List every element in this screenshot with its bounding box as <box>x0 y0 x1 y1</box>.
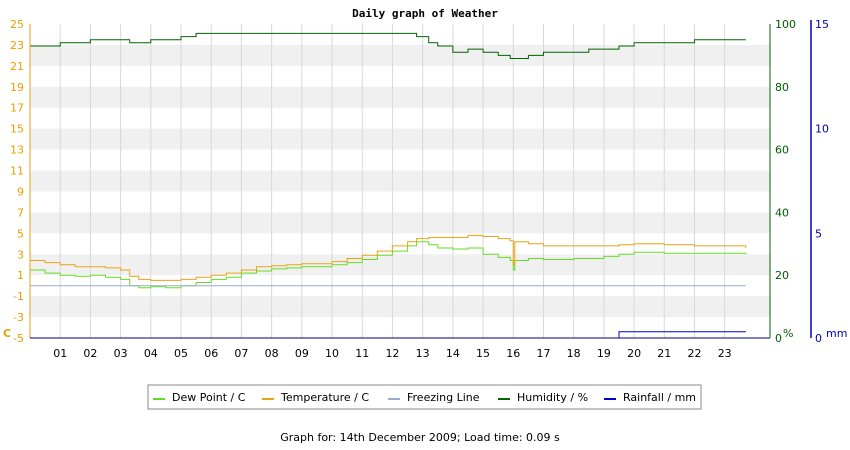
tick-label-rain: 0 <box>815 332 822 345</box>
tick-label-left: 15 <box>10 123 24 136</box>
series-line <box>30 32 746 59</box>
tick-label-left: 11 <box>10 165 24 178</box>
tick-label-humidity: 100 <box>775 18 796 31</box>
grid-band <box>30 128 770 150</box>
tick-label-x: 17 <box>536 347 550 360</box>
tick-label-humidity: 40 <box>775 206 789 219</box>
legend-label: Temperature / C <box>280 391 369 404</box>
legend-label: Dew Point / C <box>172 391 246 404</box>
tick-label-x: 03 <box>114 347 128 360</box>
tick-label-x: 09 <box>295 347 309 360</box>
tick-label-x: 05 <box>174 347 188 360</box>
tick-label-rain: 5 <box>815 227 822 240</box>
tick-label-left: 21 <box>10 60 24 73</box>
tick-label-x: 22 <box>687 347 701 360</box>
tick-label-x: 20 <box>627 347 641 360</box>
tick-label-left: 9 <box>17 185 24 198</box>
tick-label-left: 1 <box>17 269 24 282</box>
legend: Dew Point / C Temperature / C Freezing Lin… <box>147 384 702 410</box>
tick-label-left: 3 <box>17 248 24 261</box>
tick-label-x: 11 <box>355 347 369 360</box>
tick-label-x: 15 <box>476 347 490 360</box>
tick-label-rain: 10 <box>815 123 829 136</box>
legend-label: Freezing Line <box>407 391 480 404</box>
y-axis-rain-label: mm <box>826 327 847 340</box>
grid-band <box>30 170 770 192</box>
tick-label-x: 04 <box>144 347 158 360</box>
tick-label-x: 18 <box>567 347 581 360</box>
legend-label: Rainfall / mm <box>623 391 696 404</box>
tick-label-humidity: 0 <box>775 332 782 345</box>
chart-axes <box>29 20 812 339</box>
legend-label: Humidity / % <box>517 391 588 404</box>
tick-label-x: 14 <box>446 347 460 360</box>
tick-label-x: 06 <box>204 347 218 360</box>
plot-bands <box>30 24 770 338</box>
legend-box <box>147 384 702 410</box>
tick-label-x: 19 <box>597 347 611 360</box>
tick-label-left: 25 <box>10 18 24 31</box>
grid-band <box>30 212 770 234</box>
chart-title: Daily graph of Weather <box>352 7 498 20</box>
tick-label-left: -5 <box>13 332 24 345</box>
y-axis-left-label: C <box>3 327 11 340</box>
tick-label-x: 10 <box>325 347 339 360</box>
grid-band <box>30 44 770 66</box>
tick-label-humidity: 60 <box>775 144 789 157</box>
footer-text: Graph for: 14th December 2009; Load time… <box>280 431 560 444</box>
tick-label-x: 02 <box>83 347 97 360</box>
tick-label-left: 23 <box>10 39 24 52</box>
tick-labels: 252321191715131197531-1-3-51008060402001… <box>10 18 829 360</box>
tick-label-x: 16 <box>506 347 520 360</box>
grid-band <box>30 254 770 276</box>
tick-label-left: 17 <box>10 102 24 115</box>
tick-label-humidity: 20 <box>775 269 789 282</box>
tick-label-x: 08 <box>265 347 279 360</box>
tick-label-x: 07 <box>234 347 248 360</box>
grid-band <box>30 86 770 108</box>
tick-label-x: 13 <box>416 347 430 360</box>
tick-label-x: 23 <box>718 347 732 360</box>
grid-band <box>30 296 770 318</box>
tick-label-left: 19 <box>10 81 24 94</box>
tick-label-x: 01 <box>53 347 67 360</box>
series-line <box>30 234 747 281</box>
tick-label-left: 7 <box>17 206 24 219</box>
tick-label-left: -3 <box>13 311 24 324</box>
tick-label-left: 13 <box>10 144 24 157</box>
tick-label-x: 12 <box>385 347 399 360</box>
tick-label-left: -1 <box>13 290 24 303</box>
tick-label-left: 5 <box>17 227 24 240</box>
y-axis-humidity-label: % <box>783 327 793 340</box>
tick-label-rain: 15 <box>815 18 829 31</box>
tick-label-humidity: 80 <box>775 81 789 94</box>
tick-label-x: 21 <box>657 347 671 360</box>
